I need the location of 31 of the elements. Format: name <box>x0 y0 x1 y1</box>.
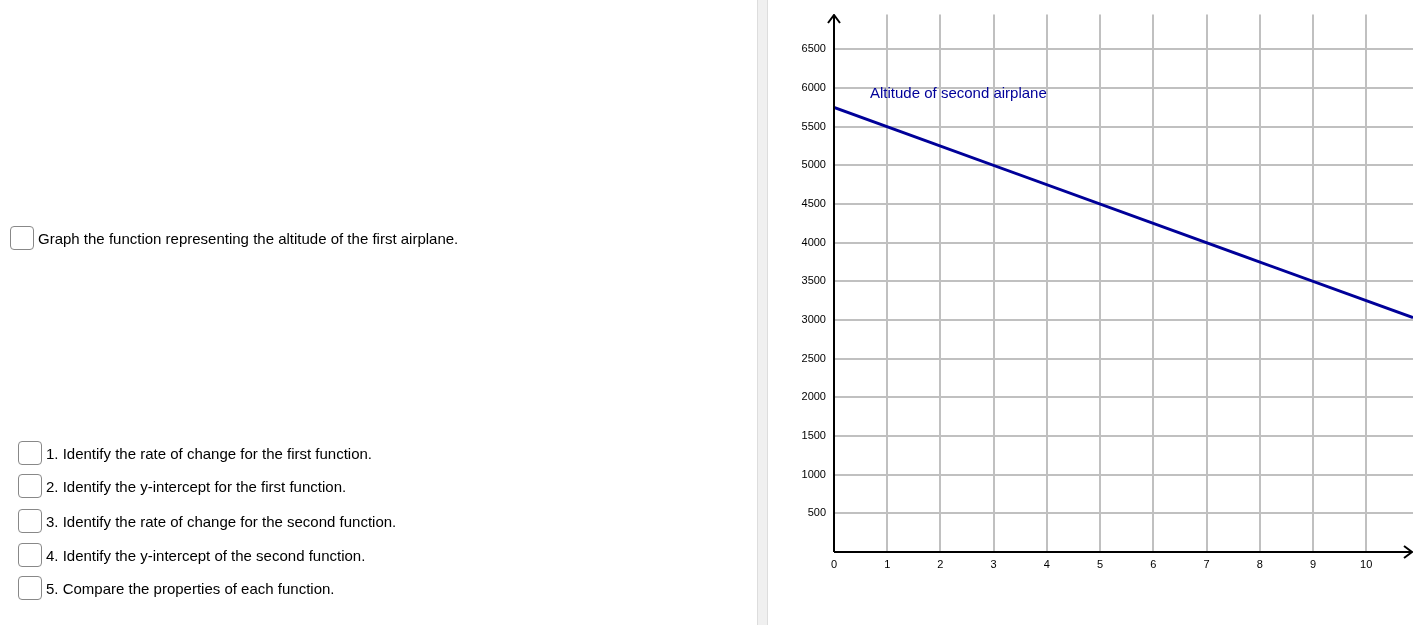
y-tick-label: 6000 <box>801 81 826 94</box>
y-tick-label: 6500 <box>801 42 826 55</box>
y-tick-label: 3500 <box>801 274 826 287</box>
text: Graph the function representing the altitude of the first airplane. <box>38 229 459 247</box>
text: 5. Compare the properties of each function. <box>46 579 335 597</box>
x-tick-label: 7 <box>1203 557 1210 570</box>
text: 2. Identify the y-intercept for the first function. <box>46 477 347 495</box>
x-tick-label: 3 <box>990 557 997 570</box>
x-tick-label: 9 <box>1309 557 1317 570</box>
y-tick-label: 5500 <box>801 119 826 132</box>
x-tick-label: 10 <box>1360 557 1373 570</box>
x-tick-label: 6 <box>1150 557 1157 570</box>
y-tick-label: 500 <box>807 506 826 519</box>
y-tick-label: 1000 <box>801 467 826 480</box>
y-tick-label: 3000 <box>801 313 826 326</box>
x-tick-label: 5 <box>1097 557 1104 570</box>
y-tick-label: 4500 <box>801 197 826 210</box>
x-tick-label: 2 <box>937 557 944 570</box>
y-tick-label: 1500 <box>801 429 826 442</box>
y-tick-label: 2000 <box>801 390 826 403</box>
x-tick-label: 8 <box>1256 557 1263 570</box>
x-tick-label: 4 <box>1043 557 1050 570</box>
series-label: Altitude of second airplane <box>870 84 1047 102</box>
y-tick-label: 2500 <box>801 351 826 364</box>
y-tick-label: 5000 <box>801 158 826 171</box>
y-tick-label: 4000 <box>801 235 826 248</box>
text: 3. Identify the rate of change for the second function. <box>46 512 397 530</box>
text: 1. Identify the rate of change for the first function. <box>46 444 373 462</box>
x-tick-label: 0 <box>830 557 838 570</box>
x-tick-label: 1 <box>884 557 891 570</box>
text: 4. Identify the y-intercept of the second function. <box>46 546 366 564</box>
